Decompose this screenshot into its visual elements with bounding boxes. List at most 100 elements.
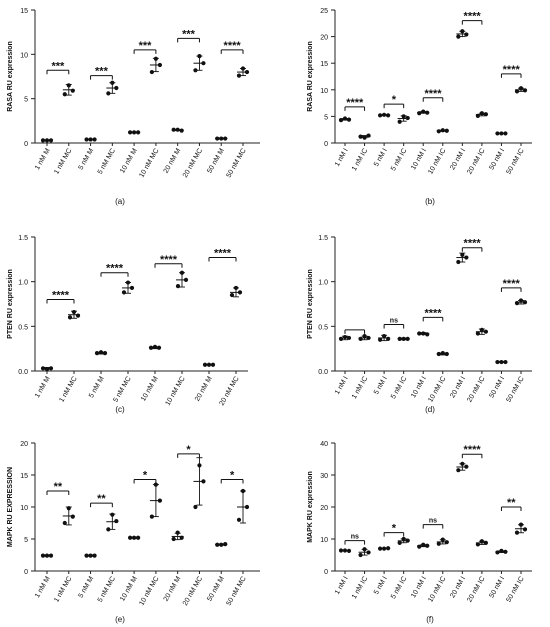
y-axis-label: MAPK RU expression	[307, 471, 314, 543]
y-axis-label: PTEN RU expression	[7, 269, 14, 339]
x-tick-label: 10 nM M	[119, 575, 139, 602]
y-axis-label: PTEN RU expression	[307, 269, 314, 339]
x-tick-label: 10 nM IC	[427, 148, 447, 176]
data-point	[62, 520, 67, 526]
data-point	[405, 115, 410, 121]
data-point	[149, 69, 154, 75]
x-tick-label: 20 nM IC	[466, 376, 486, 404]
x-tick-label: 50 nM I	[488, 147, 506, 171]
y-tick-label: 1.0	[318, 280, 328, 287]
data-point	[456, 468, 461, 473]
x-tick-label: 10 nM M	[140, 375, 160, 402]
data-point	[358, 336, 363, 341]
data-point	[171, 536, 176, 542]
x-tick-label: 20 nM IC	[466, 148, 486, 176]
y-tick-label: 25	[320, 8, 328, 15]
x-tick-label: 50 nM M	[206, 575, 226, 602]
significance-label: ****	[224, 40, 242, 52]
x-tick-label: 1 nM IC	[351, 376, 369, 401]
data-point	[397, 119, 402, 124]
y-tick-label: 15	[320, 61, 328, 68]
significance-label: *	[230, 469, 235, 481]
x-tick-label: 1 nM M	[34, 147, 52, 171]
significance-label: *	[186, 444, 191, 456]
data-point	[175, 284, 181, 289]
x-tick-label: 50 nM M	[206, 147, 226, 174]
significance-label: ****	[346, 97, 364, 109]
y-axis-label: RASA RU expression	[7, 41, 14, 112]
data-point	[514, 530, 520, 535]
data-point	[475, 542, 480, 547]
x-tick-label: 1 nM IC	[351, 148, 369, 173]
significance-label: ***	[95, 66, 109, 78]
y-tick-label: 5	[324, 114, 328, 121]
data-point	[514, 301, 520, 306]
significance-label: ****	[503, 64, 521, 76]
x-tick-label: 20 nM I	[449, 575, 467, 599]
x-tick-label: 20 nM I	[449, 375, 467, 399]
significance-label: **	[97, 493, 106, 505]
panel-label: (b)	[425, 197, 435, 206]
x-tick-label: 10 nM I	[410, 147, 428, 171]
data-point	[70, 514, 75, 519]
panel-label: (c)	[115, 405, 125, 414]
x-tick-label: 50 nM MC	[226, 576, 248, 607]
x-tick-label: 5 nM MC	[97, 148, 117, 176]
panel-label: (d)	[425, 405, 435, 414]
y-tick-label: 30	[320, 473, 328, 480]
significance-label: ****	[160, 254, 178, 266]
x-tick-label: 20 nM MC	[219, 376, 241, 407]
significance-label: ns	[390, 318, 398, 325]
data-point	[229, 292, 235, 298]
x-tick-label: 10 nM MC	[165, 376, 187, 407]
significance-label: ***	[182, 28, 196, 40]
data-point	[456, 259, 461, 265]
data-point	[75, 313, 81, 318]
y-tick-label: 20	[320, 35, 328, 42]
data-point	[149, 514, 154, 519]
x-tick-label: 50 nM MC	[226, 148, 248, 179]
data-point	[338, 336, 344, 341]
y-tick-label: 15	[20, 8, 28, 15]
x-tick-label: 50 nM I	[488, 375, 506, 399]
significance-label: ****	[464, 444, 482, 456]
y-tick-label: 15	[20, 473, 28, 480]
y-tick-label: 1.5	[18, 235, 28, 242]
y-tick-label: 0	[24, 569, 28, 576]
panel-c: 0.0 0.5 1.0 1.5 PTEN RU expression 1 nM M 1 nM…	[7, 235, 248, 414]
data-point	[522, 527, 528, 532]
x-tick-label: 5 nM M	[78, 575, 96, 599]
x-tick-label: 5 nM IC	[390, 576, 408, 601]
y-tick-label: 10	[320, 88, 328, 95]
x-tick-label: 5 nM MC	[112, 376, 132, 404]
significance-label: ****	[214, 248, 232, 260]
significance-label: ****	[52, 290, 70, 302]
y-axis-label: MAPK RU EXPRESSION	[7, 467, 14, 547]
y-tick-label: 20	[20, 441, 28, 448]
significance-label: ***	[51, 60, 65, 72]
significance-label: ****	[464, 238, 482, 250]
y-tick-label: 0	[324, 141, 328, 148]
y-tick-label: 0	[24, 141, 28, 148]
data-point	[236, 517, 242, 522]
data-point	[193, 68, 198, 73]
x-tick-label: 20 nM M	[194, 375, 214, 402]
x-tick-label: 50 nM I	[488, 575, 506, 599]
x-tick-label: 10 nM M	[119, 147, 139, 174]
significance-label: **	[54, 481, 63, 493]
x-tick-label: 1 nM I	[334, 375, 350, 395]
significance-label: *	[392, 523, 397, 535]
y-tick-label: 0.5	[18, 324, 28, 331]
x-tick-label: 1 nM M	[34, 575, 52, 599]
x-tick-label: 20 nM M	[163, 575, 183, 602]
y-axis-label: RASA RU expression	[307, 41, 314, 112]
y-tick-label: 10	[20, 52, 28, 59]
x-tick-label: 20 nM I	[449, 147, 467, 171]
x-tick-label: 10 nM IC	[427, 576, 447, 604]
y-tick-label: 1.5	[318, 235, 328, 242]
x-tick-label: 5 nM IC	[390, 376, 408, 401]
